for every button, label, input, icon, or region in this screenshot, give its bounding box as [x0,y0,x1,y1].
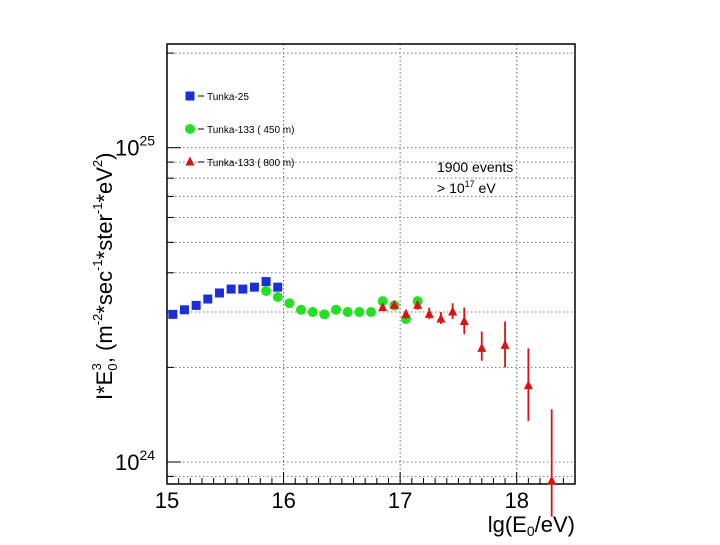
point-circle [377,296,388,307]
point-triangle [523,380,533,390]
legend-marker-square [185,91,195,101]
annotation-threshold: > 1017 eV [437,179,496,196]
legend-label: Tunka-133 ( 800 m) [207,158,294,169]
x-axis-label-part: lg(E [488,512,527,537]
x-tick-label: 16 [271,488,295,513]
x-axis-label: lg(E0/eV) [488,512,575,539]
point-triangle [448,306,458,316]
y-tick-label: 1024 [115,447,155,475]
point-square [214,288,224,298]
y-tick-label: 1025 [115,133,155,161]
y-axis-label-part: , (m [92,325,117,363]
point-circle [331,304,342,315]
annotation-threshold-base: > 10 [437,180,465,196]
point-triangle [477,342,487,352]
data-points [168,277,557,517]
point-triangle [401,308,411,318]
y-axis-label-sub: 0 [105,363,120,370]
point-circle [261,286,272,297]
y-axis-label-part: *eV [92,167,117,203]
point-circle [354,307,365,318]
point-triangle [389,299,399,309]
point-circle [342,307,353,318]
y-axis-label-sup: -1 [90,259,105,271]
legend-label: Tunka-25 [207,92,249,103]
point-square [226,284,236,294]
legend: Tunka-25 Tunka-133 ( 450 m) Tunka-133 ( 80… [185,91,294,169]
point-square [249,282,259,292]
annotation-threshold-exp: 17 [465,179,475,189]
point-triangle [459,315,469,325]
point-triangle [413,299,423,309]
y-axis-label-part: I*E [92,371,117,400]
point-square [261,277,271,287]
point-circle [319,309,330,320]
point-circle [284,298,295,309]
grid [166,44,575,484]
y-axis-label-part: *ster [92,214,117,259]
annotation-events: 1900 events [437,159,513,175]
x-tick-label: 15 [155,488,179,513]
annotation-threshold-unit: eV [475,180,497,196]
y-tick-label-base: 10 [115,450,139,475]
legend-label: Tunka-133 ( 450 m) [207,125,294,136]
y-axis-label-part: ) [92,153,117,160]
point-triangle [424,308,434,318]
point-triangle [436,313,446,323]
point-square [273,282,283,292]
point-triangle [547,475,557,485]
point-circle [296,304,307,315]
plot-frame [166,43,576,485]
legend-marker-triangle [185,156,195,166]
y-axis-label-sup: -1 [90,203,105,215]
point-square [168,309,178,319]
x-axis-label-part: /eV) [535,512,575,537]
point-square [179,305,189,315]
y-axis-label-part: *sec [92,271,117,314]
x-axis-label-sub: 0 [527,523,535,539]
point-circle [307,307,318,318]
point-triangle [500,339,510,349]
point-square [191,300,201,310]
y-tick-label-exp: 24 [139,447,155,463]
point-triangle [378,302,388,312]
x-tick-label: 18 [504,488,528,513]
legend-marker-circle [185,124,195,134]
y-axis-label-sup: 3 [89,363,104,370]
point-circle [272,291,283,302]
y-axis-label: I*E03, (m-2*sec-1*ster-1*eV2) [89,153,120,401]
y-tick-label-base: 10 [115,136,139,161]
point-square [203,294,213,304]
y-axis-label-sup: 2 [90,160,105,167]
x-tick-label: 17 [388,488,412,513]
y-tick-label-exp: 25 [139,133,155,149]
y-axis-label-sup: -2 [90,314,105,326]
point-circle [366,307,376,318]
point-square [238,284,248,294]
